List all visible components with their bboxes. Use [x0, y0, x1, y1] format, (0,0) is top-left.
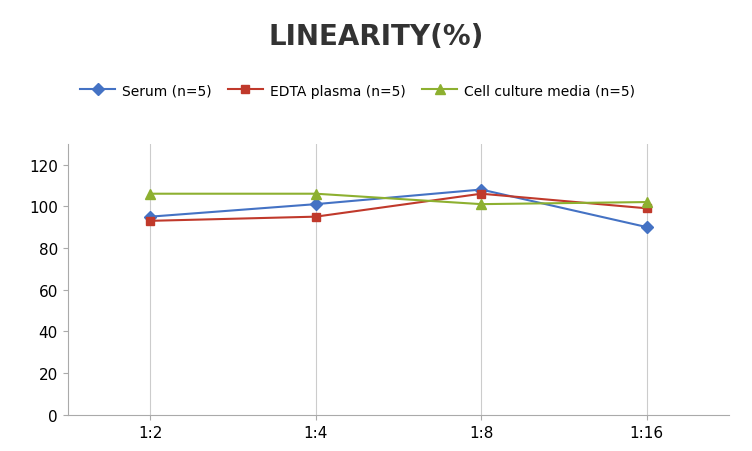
EDTA plasma (n=5) — [146, 219, 155, 224]
Line: Serum (n=5): Serum (n=5) — [146, 186, 651, 232]
Serum (n=5) — [146, 215, 155, 220]
Line: Cell culture media (n=5): Cell culture media (n=5) — [146, 189, 651, 210]
Cell culture media (n=5) — [146, 192, 155, 197]
Legend: Serum (n=5), EDTA plasma (n=5), Cell culture media (n=5): Serum (n=5), EDTA plasma (n=5), Cell cul… — [74, 79, 641, 104]
Cell culture media (n=5) — [477, 202, 486, 207]
EDTA plasma (n=5) — [477, 192, 486, 197]
EDTA plasma (n=5) — [642, 206, 651, 212]
Serum (n=5) — [642, 225, 651, 230]
Cell culture media (n=5) — [311, 192, 320, 197]
Text: LINEARITY(%): LINEARITY(%) — [268, 23, 484, 51]
EDTA plasma (n=5) — [311, 215, 320, 220]
Line: EDTA plasma (n=5): EDTA plasma (n=5) — [146, 190, 651, 226]
Serum (n=5) — [311, 202, 320, 207]
Serum (n=5) — [477, 188, 486, 193]
Cell culture media (n=5) — [642, 200, 651, 205]
